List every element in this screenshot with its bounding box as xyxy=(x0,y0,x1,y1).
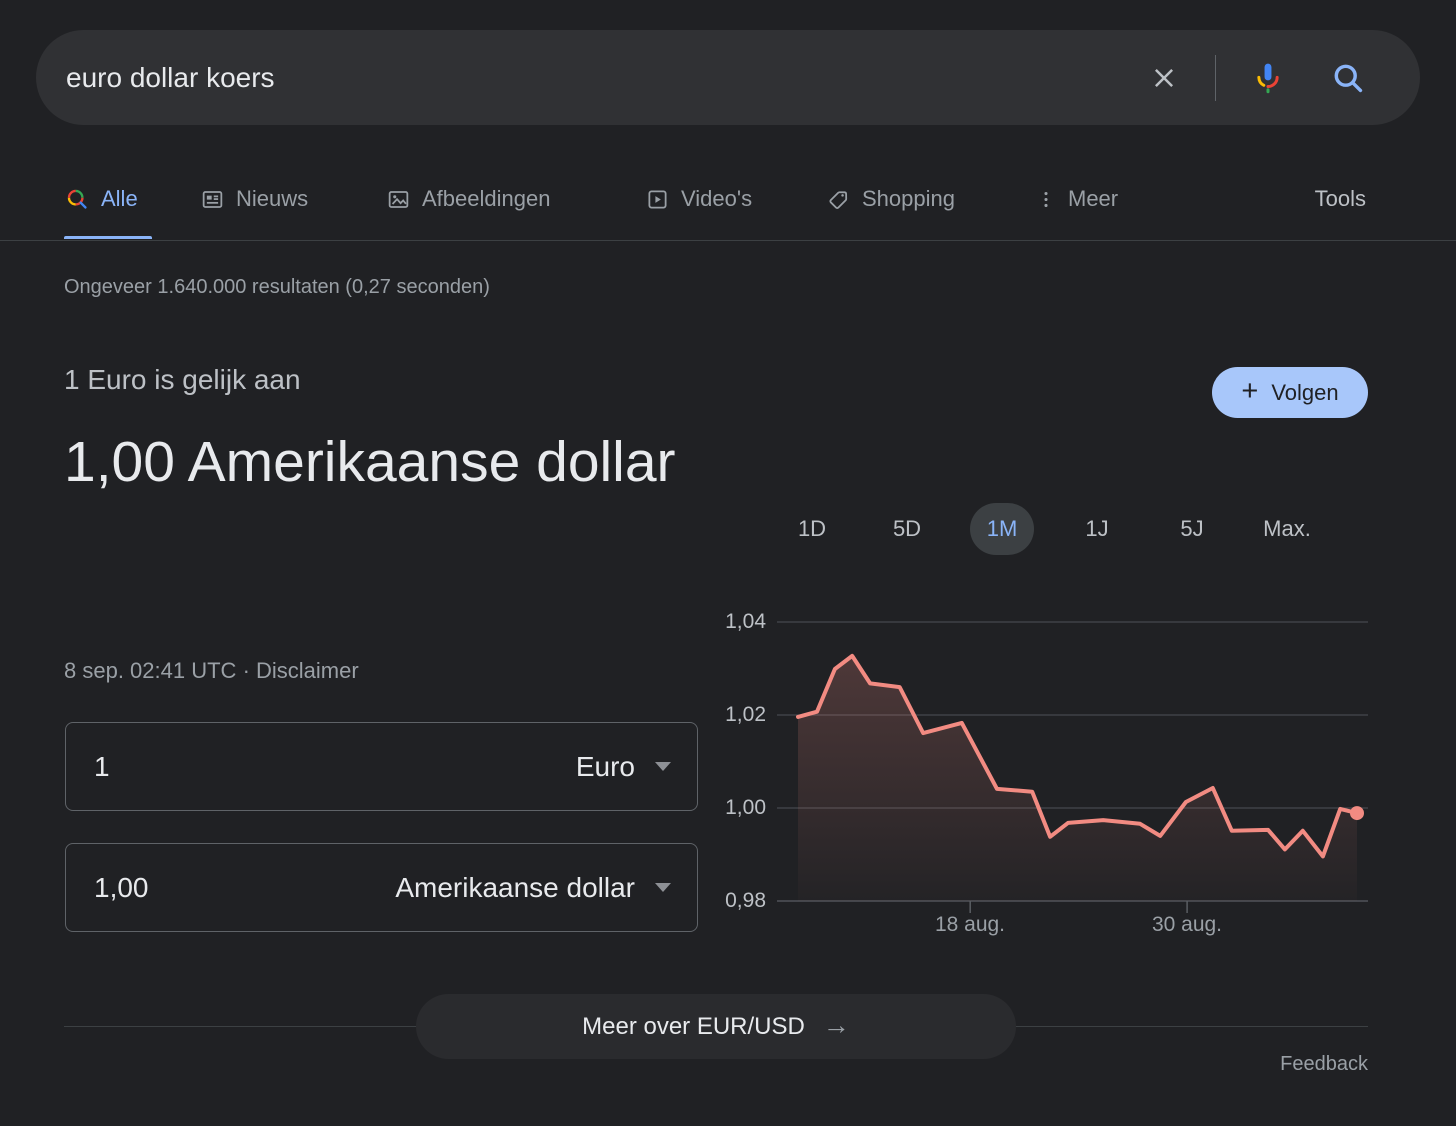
x-axis-label: 30 aug. xyxy=(1151,913,1223,936)
range-tab-label: Max. xyxy=(1263,516,1311,541)
range-tab-5d[interactable]: 5D xyxy=(875,503,939,555)
more-about-eurusd-button[interactable]: Meer over EUR/USD → xyxy=(416,994,1016,1059)
currency-select-from-label[interactable]: Euro xyxy=(575,750,635,782)
tab-meer[interactable]: Meer xyxy=(1035,184,1118,214)
feedback-link[interactable]: Feedback xyxy=(1280,1053,1368,1075)
range-tab-5j[interactable]: 5J xyxy=(1160,503,1224,555)
range-tab-1j[interactable]: 1J xyxy=(1065,503,1129,555)
search-bar-divider xyxy=(1215,54,1216,101)
chart-range-tabs: 1D 5D 1M 1J 5J Max. xyxy=(780,503,1319,555)
header-divider xyxy=(0,240,1456,241)
amount-input-to[interactable]: 1,00 xyxy=(94,871,149,903)
range-tab-label: 5D xyxy=(892,516,922,541)
images-icon xyxy=(388,190,409,208)
range-tab-label: 5J xyxy=(1180,516,1204,541)
range-tab-label: 1M xyxy=(986,516,1018,541)
shopping-tag-icon xyxy=(829,190,848,209)
y-axis-label: 1,04 xyxy=(725,610,766,633)
tab-label: Meer xyxy=(1068,186,1119,211)
search-bar[interactable]: euro dollar koers xyxy=(36,30,1420,125)
conversion-timestamp-row: 8 sep. 02:41 UTC · Disclaimer xyxy=(64,658,359,684)
y-axis-label: 1,02 xyxy=(725,703,766,726)
amount-input-from[interactable]: 1 xyxy=(94,750,110,782)
range-tab-1m[interactable]: 1M xyxy=(970,503,1034,555)
chevron-down-icon[interactable] xyxy=(655,883,671,892)
currency-select-to-label[interactable]: Amerikaanse dollar xyxy=(395,871,635,903)
tab-label: Nieuws xyxy=(236,186,309,211)
more-dots-icon xyxy=(1044,191,1048,207)
currency-input-to[interactable]: 1,00 Amerikaanse dollar xyxy=(65,843,698,932)
tab-videos[interactable]: Video's xyxy=(645,184,752,214)
follow-label: Volgen xyxy=(1271,379,1339,405)
x-axis-label: 18 aug. xyxy=(934,913,1006,936)
tab-shopping[interactable]: Shopping xyxy=(826,184,955,214)
search-icon[interactable] xyxy=(1330,60,1366,96)
search-colored-icon xyxy=(67,189,87,209)
videos-icon xyxy=(648,189,667,209)
follow-button[interactable]: + Volgen xyxy=(1212,367,1368,418)
range-tab-label: 1D xyxy=(797,516,827,541)
chevron-down-icon[interactable] xyxy=(655,762,671,771)
tab-label: Alle xyxy=(101,186,138,211)
more-button-label: Meer over EUR/USD xyxy=(582,1012,805,1040)
results-stats: Ongeveer 1.640.000 resultaten (0,27 seco… xyxy=(64,276,490,298)
range-tab-1d[interactable]: 1D xyxy=(780,503,844,555)
news-icon xyxy=(202,190,223,208)
tab-alle[interactable]: Alle xyxy=(64,184,138,214)
tab-nieuws[interactable]: Nieuws xyxy=(200,184,308,214)
tab-tools[interactable]: Tools xyxy=(1315,184,1366,214)
voice-search-icon[interactable] xyxy=(1250,60,1286,96)
clear-search-icon[interactable] xyxy=(1149,63,1179,93)
range-tab-label: 1J xyxy=(1085,516,1109,541)
search-bar-icons xyxy=(1149,54,1366,101)
range-tab-max[interactable]: Max. xyxy=(1255,503,1319,555)
exchange-rate-chart[interactable] xyxy=(777,600,1368,940)
dot-separator: · xyxy=(242,658,250,683)
disclaimer-link[interactable]: Disclaimer xyxy=(256,658,359,683)
tab-label: Shopping xyxy=(862,186,955,211)
timestamp: 8 sep. 02:41 UTC xyxy=(64,658,237,683)
tab-label: Video's xyxy=(681,186,753,211)
currency-input-from[interactable]: 1 Euro xyxy=(65,722,698,811)
tab-label: Tools xyxy=(1314,186,1366,211)
y-axis-label: 0,98 xyxy=(725,889,766,912)
tab-label: Afbeeldingen xyxy=(422,186,551,211)
conversion-value: 1,00 Amerikaanse dollar xyxy=(64,430,676,494)
arrow-right-icon: → xyxy=(822,1010,850,1040)
conversion-heading: 1 Euro is gelijk aan xyxy=(64,364,301,395)
search-input[interactable]: euro dollar koers xyxy=(66,61,275,93)
plus-icon: + xyxy=(1241,374,1259,407)
tab-afbeeldingen[interactable]: Afbeeldingen xyxy=(386,184,550,214)
y-axis-label: 1,00 xyxy=(725,796,766,819)
active-tab-underline xyxy=(64,236,152,239)
